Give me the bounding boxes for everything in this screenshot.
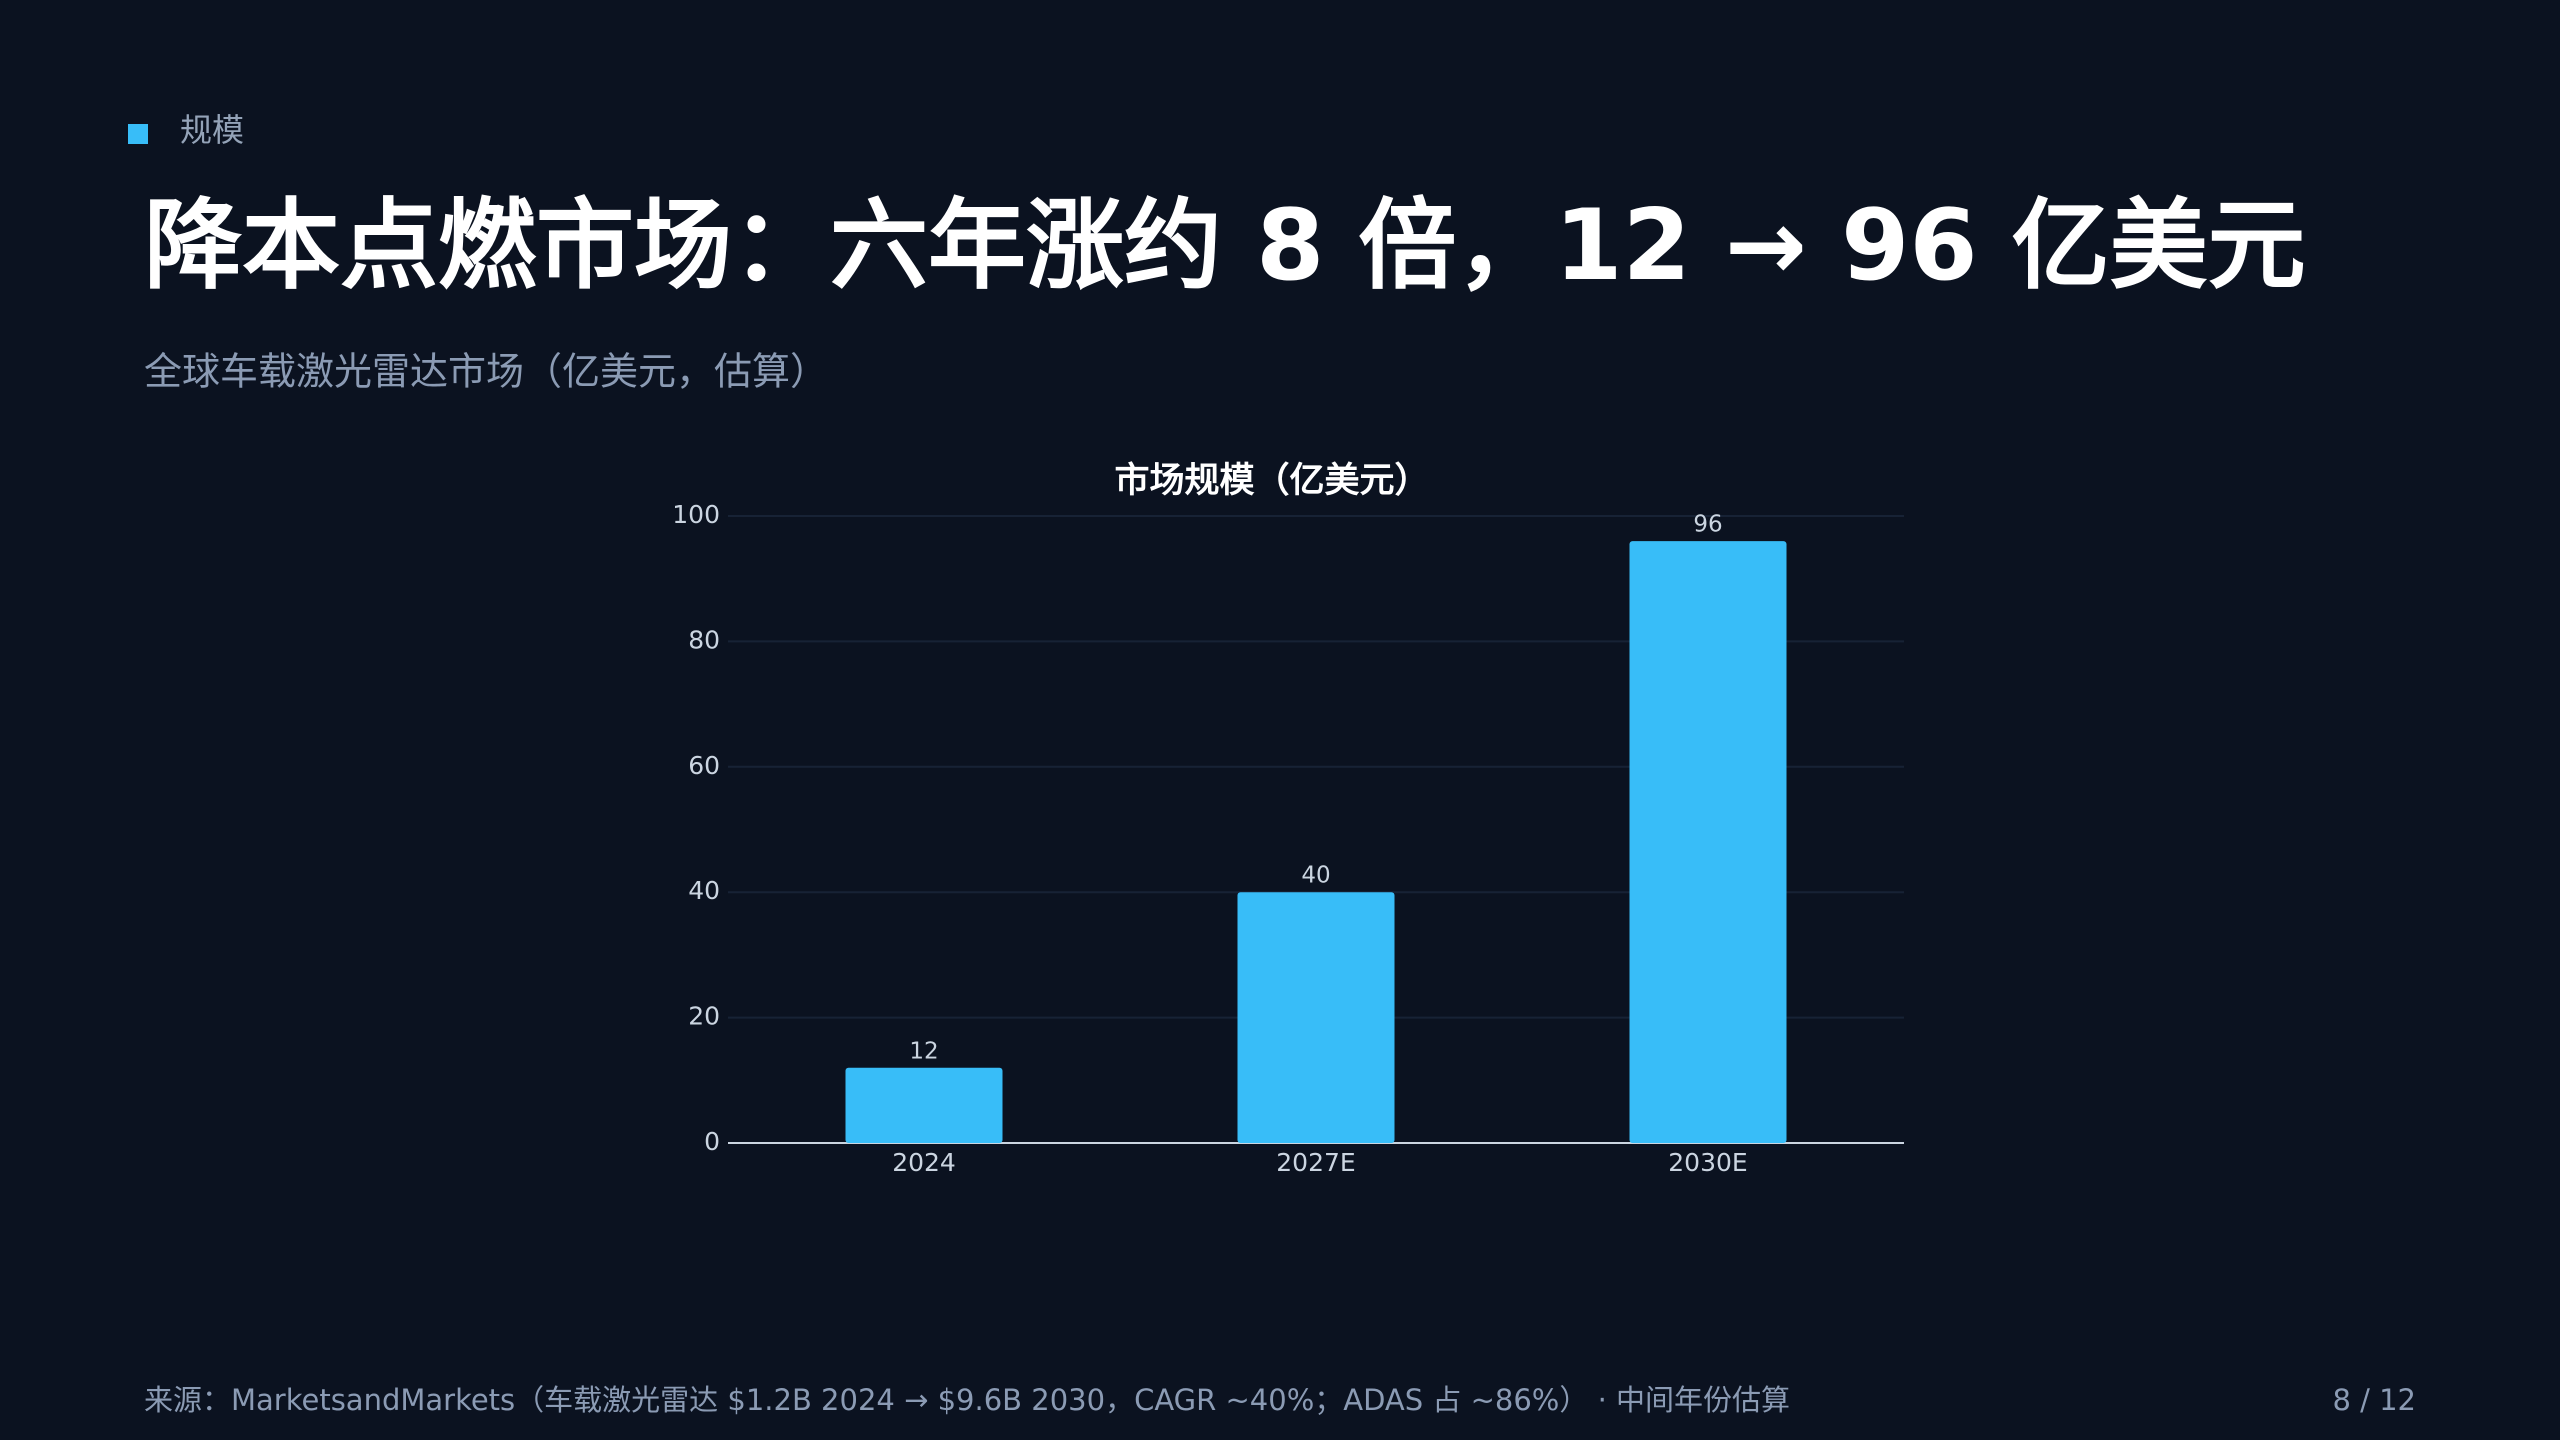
- tag-icon: [128, 124, 148, 144]
- source-note: 来源：MarketsandMarkets（车载激光雷达 $1.2B 2024 →…: [144, 1383, 1790, 1417]
- x-tick-label: 2027E: [1276, 1148, 1355, 1177]
- value-label: 96: [1693, 512, 1722, 538]
- y-tick-label: 20: [688, 1002, 720, 1031]
- bar: [1237, 892, 1395, 1143]
- x-tick-label: 2030E: [1668, 1148, 1747, 1177]
- bar: [845, 1067, 1003, 1143]
- y-tick-label: 100: [672, 500, 720, 529]
- y-tick-label: 60: [688, 751, 720, 780]
- x-tick-label: 2024: [892, 1148, 956, 1177]
- value-label: 40: [1301, 863, 1330, 889]
- value-label: 12: [909, 1038, 938, 1064]
- y-tick-label: 80: [688, 625, 720, 654]
- section-tag: 规模: [180, 111, 244, 149]
- slide-title: 降本点燃市场：六年涨约 8 倍，12 → 96 亿美元: [144, 189, 2306, 303]
- y-tick-label: 40: [688, 876, 720, 905]
- slide-subtitle: 全球车载激光雷达市场（亿美元，估算）: [144, 350, 828, 394]
- page-number: 8 / 12: [2332, 1383, 2416, 1417]
- y-tick-label: 0: [704, 1127, 720, 1156]
- bar: [1629, 541, 1787, 1143]
- chart-title: 市场规模（亿美元）: [1114, 461, 1429, 501]
